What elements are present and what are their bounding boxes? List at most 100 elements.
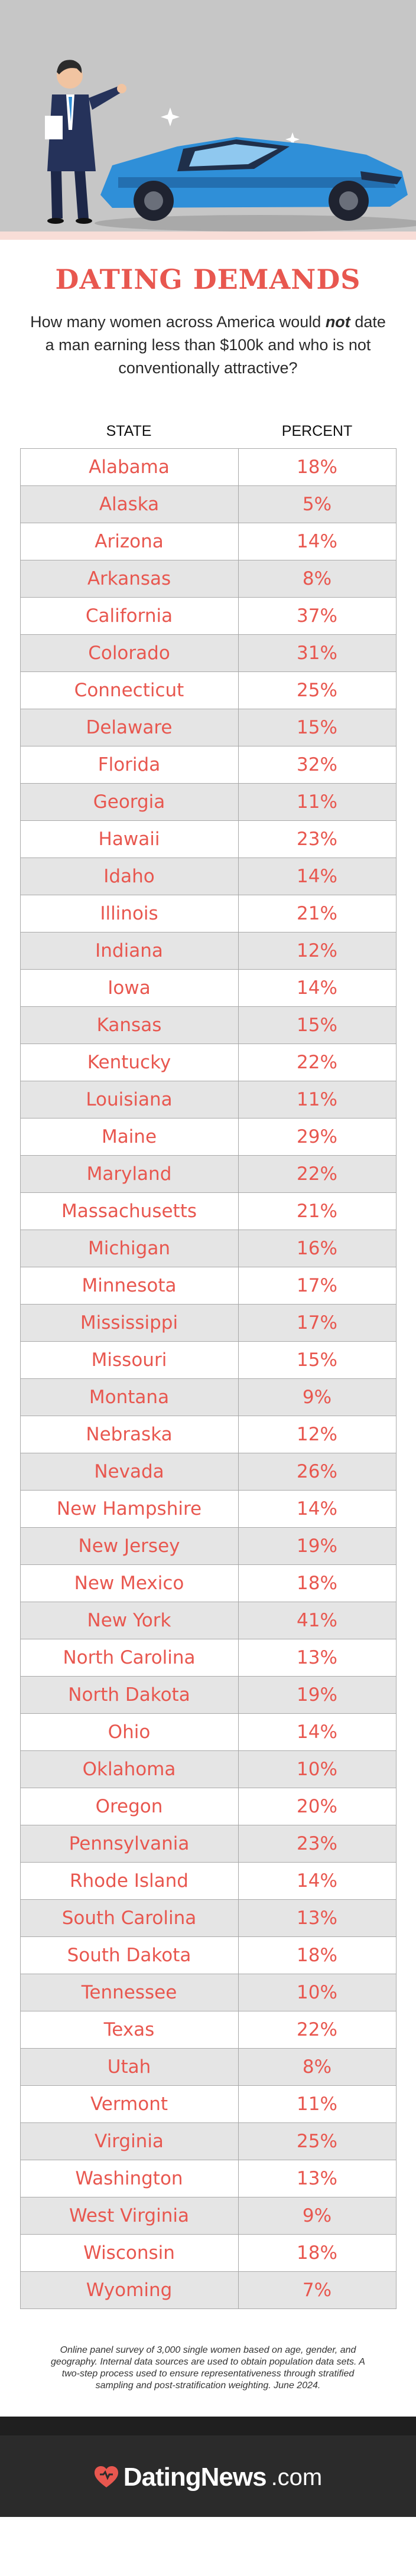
table-row: Ohio 14% <box>20 1713 396 1751</box>
state-cell: Pennsylvania <box>20 1825 239 1863</box>
state-cell: Indiana <box>20 932 239 970</box>
table-row: Wyoming 7% <box>20 2271 396 2309</box>
state-cell: Utah <box>20 2048 239 2086</box>
percent-cell: 13% <box>238 2160 396 2197</box>
percent-cell: 41% <box>238 1602 396 1639</box>
percent-cell: 9% <box>238 1378 396 1416</box>
table-row: Oklahoma 10% <box>20 1750 396 1788</box>
state-cell: West Virginia <box>20 2197 239 2235</box>
state-cell: Louisiana <box>20 1081 239 1119</box>
table-row: Texas 22% <box>20 2011 396 2049</box>
state-cell: Iowa <box>20 969 239 1007</box>
question-emphasis: not <box>325 313 350 331</box>
results-table-body: Alabama 18% Alaska 5% Arizona 14% Arkansas 8% Ca… <box>20 448 396 2309</box>
table-row: New York 41% <box>20 1602 396 1639</box>
state-cell: New York <box>20 1602 239 1639</box>
percent-cell: 14% <box>238 969 396 1007</box>
percent-cell: 18% <box>238 448 396 486</box>
state-cell: Arizona <box>20 523 239 560</box>
table-row: South Dakota 18% <box>20 1936 396 1974</box>
percent-cell: 14% <box>238 523 396 560</box>
table-row: Wisconsin 18% <box>20 2234 396 2272</box>
percent-cell: 25% <box>238 2122 396 2160</box>
heart-logo-icon <box>94 2466 118 2487</box>
state-cell: Missouri <box>20 1341 239 1379</box>
percent-cell: 18% <box>238 1564 396 1602</box>
percent-cell: 17% <box>238 1304 396 1342</box>
table-row: Nevada 26% <box>20 1453 396 1491</box>
state-cell: Kentucky <box>20 1044 239 1081</box>
state-cell: Maine <box>20 1118 239 1156</box>
table-row: Alaska 5% <box>20 485 396 523</box>
table-row: Connecticut 25% <box>20 671 396 709</box>
state-cell: Wisconsin <box>20 2234 239 2272</box>
percent-cell: 11% <box>238 1081 396 1119</box>
businessman-illustration <box>45 60 126 224</box>
state-cell: Alabama <box>20 448 239 486</box>
hero-divider <box>0 231 416 240</box>
state-cell: Connecticut <box>20 671 239 709</box>
percent-cell: 26% <box>238 1453 396 1491</box>
table-row: Oregon 20% <box>20 1788 396 1825</box>
question-text-end: date a man earning less than $100k and w… <box>45 313 386 377</box>
percent-cell: 23% <box>238 820 396 858</box>
state-cell: Arkansas <box>20 560 239 598</box>
state-cell: California <box>20 597 239 635</box>
percent-cell: 20% <box>238 1788 396 1825</box>
brand-name: DatingNews <box>123 2463 267 2492</box>
table-row: Arkansas 8% <box>20 560 396 598</box>
table-row: Georgia 11% <box>20 783 396 821</box>
results-table: STATE PERCENT Alabama 18% Alaska 5% Arizona 1… <box>20 414 396 2309</box>
state-cell: Michigan <box>20 1230 239 1267</box>
table-row: Kansas 15% <box>20 1006 396 1044</box>
state-cell: Colorado <box>20 634 239 672</box>
brand-logo[interactable]: DatingNews .com <box>0 2463 416 2492</box>
state-cell: Illinois <box>20 895 239 932</box>
table-row: North Carolina 13% <box>20 1639 396 1677</box>
table-row: Vermont 11% <box>20 2085 396 2123</box>
brand-tld: .com <box>271 2464 323 2490</box>
state-cell: Minnesota <box>20 1267 239 1305</box>
percent-cell: 15% <box>238 709 396 746</box>
table-row: Washington 13% <box>20 2160 396 2197</box>
table-row: Utah 8% <box>20 2048 396 2086</box>
table-row: North Dakota 19% <box>20 1676 396 1714</box>
percent-cell: 15% <box>238 1341 396 1379</box>
table-row: California 37% <box>20 597 396 635</box>
state-cell: Kansas <box>20 1006 239 1044</box>
percent-cell: 8% <box>238 560 396 598</box>
survey-question: How many women across America would not … <box>25 311 391 380</box>
state-cell: New Hampshire <box>20 1490 239 1528</box>
hero-scene <box>45 60 416 231</box>
state-cell: Nebraska <box>20 1416 239 1453</box>
table-row: Virginia 25% <box>20 2122 396 2160</box>
table-row: New Mexico 18% <box>20 1564 396 1602</box>
percent-cell: 25% <box>238 671 396 709</box>
table-row: Massachusetts 21% <box>20 1192 396 1230</box>
table-row: Montana 9% <box>20 1378 396 1416</box>
percent-cell: 17% <box>238 1267 396 1305</box>
percent-cell: 7% <box>238 2271 396 2309</box>
state-cell: North Carolina <box>20 1639 239 1677</box>
state-cell: Vermont <box>20 2085 239 2123</box>
percent-cell: 10% <box>238 1750 396 1788</box>
percent-cell: 19% <box>238 1676 396 1714</box>
percent-cell: 13% <box>238 1899 396 1937</box>
table-row: Minnesota 17% <box>20 1267 396 1305</box>
state-cell: South Dakota <box>20 1936 239 1974</box>
percent-cell: 21% <box>238 895 396 932</box>
table-row: South Carolina 13% <box>20 1899 396 1937</box>
state-cell: Mississippi <box>20 1304 239 1342</box>
hero-illustration <box>0 0 416 231</box>
table-row: Missouri 15% <box>20 1341 396 1379</box>
table-row: Delaware 15% <box>20 709 396 746</box>
table-row: Florida 32% <box>20 746 396 784</box>
table-header: STATE PERCENT <box>20 414 396 448</box>
percent-cell: 31% <box>238 634 396 672</box>
percent-cell: 22% <box>238 1155 396 1193</box>
state-cell: Idaho <box>20 857 239 895</box>
state-cell: Maryland <box>20 1155 239 1193</box>
sports-car-illustration <box>100 137 408 221</box>
percent-cell: 22% <box>238 1044 396 1081</box>
state-cell: New Mexico <box>20 1564 239 1602</box>
